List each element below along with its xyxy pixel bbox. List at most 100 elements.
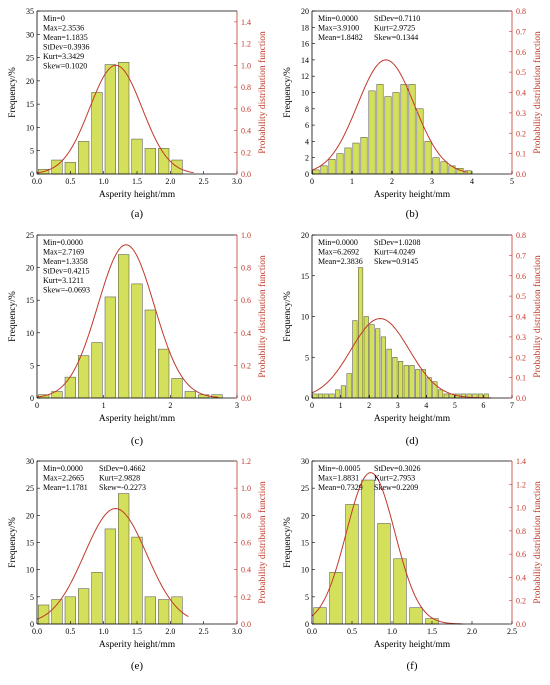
y2-tick-label: 0.8 bbox=[516, 7, 526, 16]
y2-tick-label: 0.8 bbox=[241, 511, 251, 520]
y-tick-label: 30 bbox=[26, 457, 34, 466]
y2-tick-label: 0.4 bbox=[241, 566, 251, 575]
panel-caption: (b) bbox=[406, 208, 419, 220]
stats-text: Mean=1.1835 bbox=[43, 33, 88, 42]
y2-tick-label: 0.4 bbox=[516, 313, 526, 322]
histogram-bar bbox=[392, 92, 400, 175]
histogram-bar bbox=[158, 599, 170, 625]
y2-tick-label: 0.4 bbox=[241, 329, 251, 338]
y2-tick-label: 0.6 bbox=[241, 105, 251, 114]
y2-axis-title: Probability distribution function bbox=[532, 481, 543, 604]
stats-text: Skew=-0.0693 bbox=[43, 286, 90, 295]
histogram-bar bbox=[144, 596, 156, 625]
y-tick-label: 5 bbox=[30, 361, 34, 370]
stats-text: Max=3.9100 bbox=[318, 24, 359, 33]
y-tick-label: 20 bbox=[301, 231, 309, 240]
histogram-bar bbox=[78, 588, 90, 625]
histogram-bar bbox=[318, 393, 324, 399]
stats-text: Max=2.2665 bbox=[43, 474, 84, 483]
stats-text: Kurt=3.3429 bbox=[43, 52, 84, 61]
x-tick-label: 5 bbox=[510, 177, 514, 186]
y2-tick-label: 0.2 bbox=[241, 593, 251, 602]
y2-tick-label: 0.8 bbox=[241, 264, 251, 273]
y2-tick-label: 0.7 bbox=[516, 251, 526, 260]
stats-text: Max=2.3536 bbox=[43, 24, 84, 33]
x-tick-label: 0.5 bbox=[347, 627, 357, 636]
histogram-bar bbox=[171, 378, 183, 399]
y2-tick-label: 1.2 bbox=[516, 480, 526, 489]
histogram-bar bbox=[403, 365, 409, 399]
y2-tick-label: 1.0 bbox=[241, 61, 251, 70]
histogram-bar bbox=[313, 607, 327, 625]
y2-axis-title: Probability distribution function bbox=[257, 31, 268, 154]
histogram-bar bbox=[432, 157, 440, 175]
histogram-bar bbox=[78, 355, 90, 399]
chart-panel-d: 0 1 2 3 4 5 6 7 0 5 10 15 20 0.0 0.1 0.2 0.3 0.4 0.5 0.6 0.7… bbox=[283, 231, 543, 447]
histogram-bar bbox=[312, 393, 318, 399]
x-tick-label: 2.0 bbox=[165, 177, 175, 186]
y2-tick-label: 0.5 bbox=[516, 292, 526, 301]
y-tick-label: 12 bbox=[301, 72, 309, 81]
histogram-bar bbox=[312, 169, 320, 175]
histogram-bar bbox=[131, 536, 143, 625]
x-tick-label: 1.0 bbox=[387, 627, 397, 636]
stats-text: Max=6.2692 bbox=[318, 248, 359, 257]
y-axis-title: Frequency/% bbox=[283, 67, 293, 118]
histogram-bar bbox=[361, 479, 375, 625]
y-tick-label: 20 bbox=[26, 511, 34, 520]
stats-text: Kurt=2.9725 bbox=[374, 24, 415, 33]
histogram-bar bbox=[443, 393, 449, 399]
y2-tick-label: 0.1 bbox=[516, 150, 526, 159]
y2-tick-label: 1.4 bbox=[241, 18, 251, 27]
stats-text: Mean=0.7329 bbox=[318, 483, 363, 492]
histogram-bar bbox=[368, 90, 376, 175]
stats-text: Skew=0.9145 bbox=[374, 257, 418, 266]
y2-tick-label: 0.0 bbox=[516, 170, 526, 179]
stats-text: Mean=1.1781 bbox=[43, 483, 88, 492]
y2-tick-label: 0.2 bbox=[516, 129, 526, 138]
panel-caption: (d) bbox=[406, 435, 419, 447]
stats-text: Kurt=2.9828 bbox=[99, 474, 140, 483]
y2-tick-label: 1.4 bbox=[516, 457, 526, 466]
histogram-bar bbox=[91, 342, 103, 399]
y2-tick-label: 0.2 bbox=[241, 148, 251, 157]
stats-text: Skew=0.1020 bbox=[43, 62, 87, 71]
stats-text: Min=0.0000 bbox=[43, 238, 83, 247]
stats-text: StDev=0.3026 bbox=[374, 464, 421, 473]
histogram-bar bbox=[386, 348, 392, 399]
y-tick-label: 25 bbox=[26, 54, 34, 63]
y-axis-title: Frequency/% bbox=[8, 67, 18, 118]
y2-tick-label: 1.2 bbox=[241, 40, 251, 49]
histogram-bar bbox=[144, 148, 156, 175]
y-tick-label: 0 bbox=[30, 394, 34, 403]
histogram-bar bbox=[440, 161, 448, 175]
y2-tick-label: 0.0 bbox=[241, 170, 251, 179]
y-tick-label: 15 bbox=[26, 296, 34, 305]
histogram-bar bbox=[329, 393, 335, 399]
y-axis-title: Frequency/% bbox=[283, 517, 293, 568]
y-tick-label: 25 bbox=[26, 484, 34, 493]
x-tick-label: 1.5 bbox=[427, 627, 437, 636]
x-tick-label: 3 bbox=[430, 177, 434, 186]
y-tick-label: 15 bbox=[301, 272, 309, 281]
y-axis-title: Frequency/% bbox=[283, 291, 293, 342]
histogram-bar bbox=[64, 596, 76, 625]
y-tick-label: 8 bbox=[305, 105, 309, 114]
x-tick-label: 5 bbox=[453, 401, 457, 410]
histogram-bar bbox=[118, 493, 130, 625]
y2-tick-label: 0.6 bbox=[241, 539, 251, 548]
stats-text: StDev=0.7110 bbox=[374, 14, 420, 23]
y2-tick-label: 0.2 bbox=[516, 353, 526, 362]
x-tick-label: 2.0 bbox=[165, 627, 175, 636]
y-tick-label: 0 bbox=[305, 620, 309, 629]
panel-caption: (e) bbox=[131, 660, 144, 672]
y-tick-label: 20 bbox=[26, 77, 34, 86]
histogram-bar bbox=[400, 84, 408, 175]
y2-tick-label: 0.1 bbox=[516, 374, 526, 383]
y-tick-label: 0 bbox=[30, 170, 34, 179]
x-tick-label: 1.0 bbox=[99, 177, 109, 186]
histogram-bar bbox=[91, 92, 103, 175]
y-tick-label: 18 bbox=[301, 23, 309, 32]
histogram-bar bbox=[328, 159, 336, 175]
